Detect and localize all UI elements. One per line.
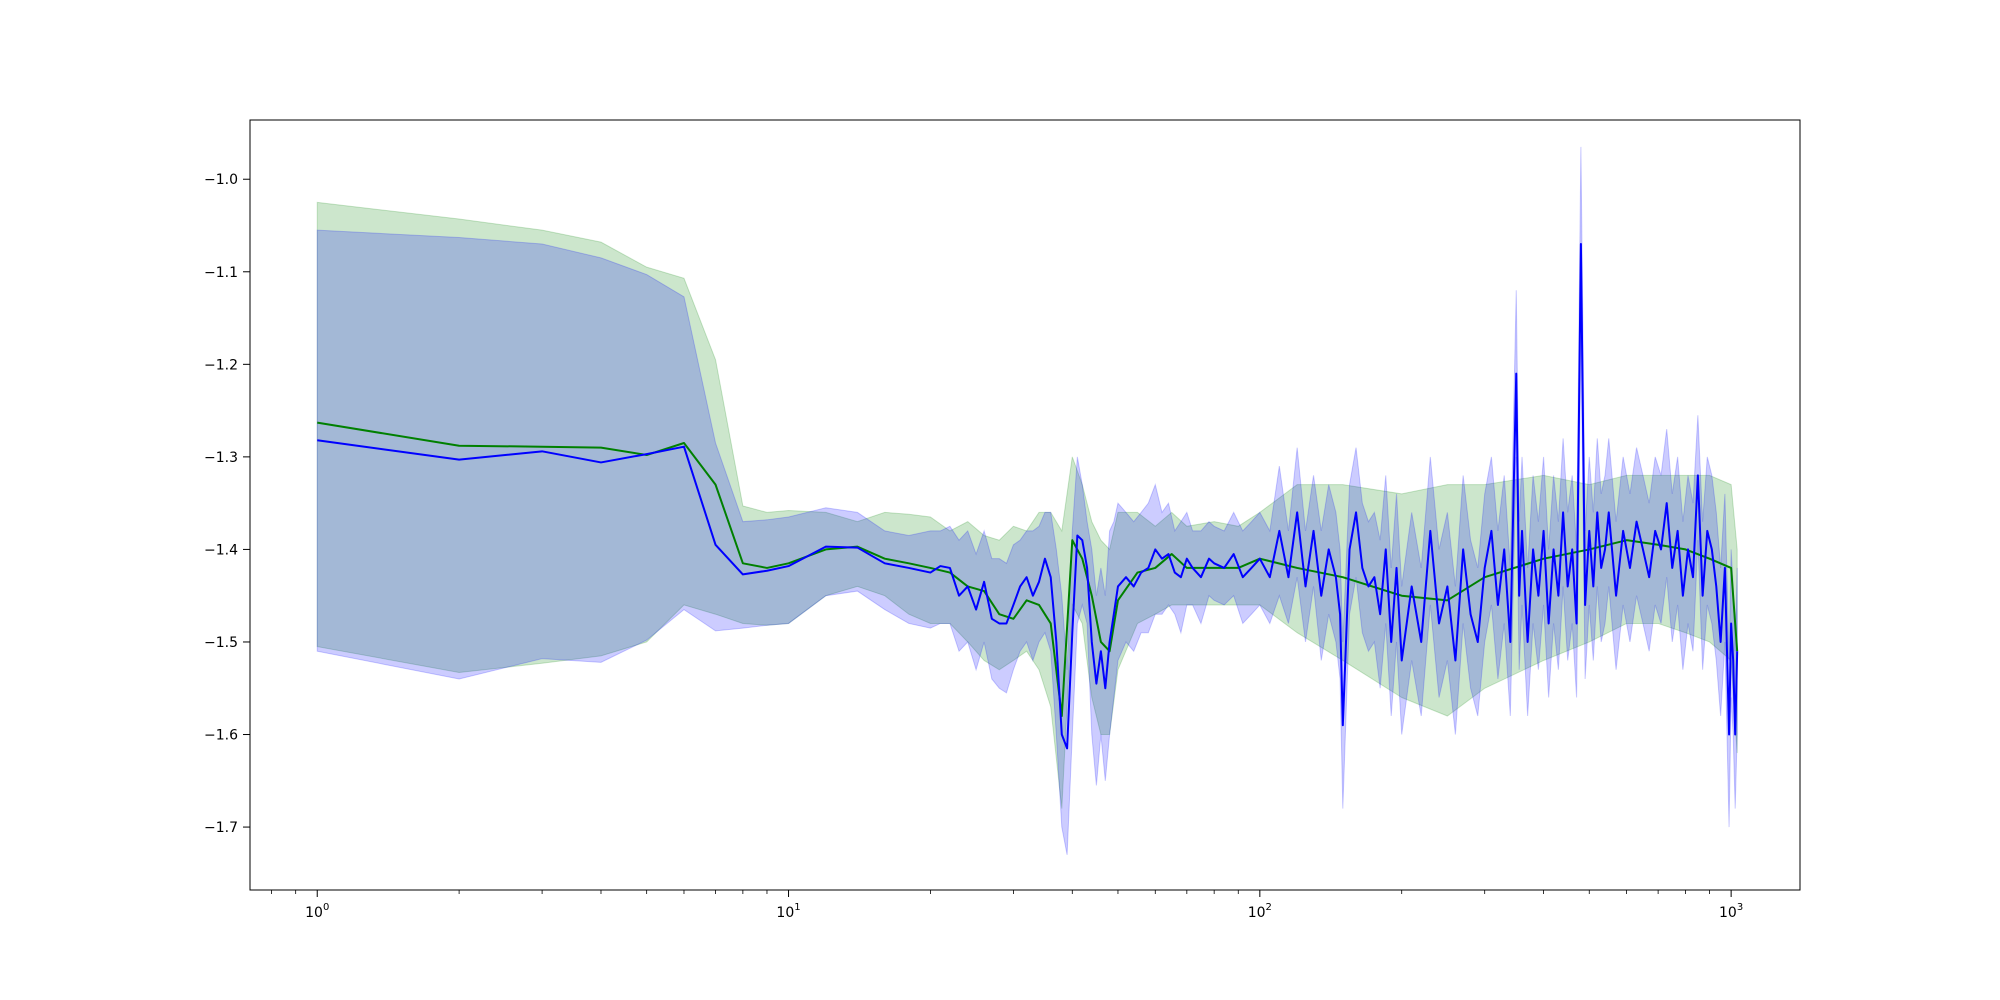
x-tick-label: 100: [305, 902, 329, 921]
y-tick-label: −1.4: [204, 542, 238, 558]
x-axis: 100 101 102 103: [271, 890, 1743, 921]
plot-area-frame: [249, 119, 1801, 891]
y-tick-label: −1.2: [204, 357, 238, 373]
y-tick-label: −1.1: [204, 265, 238, 281]
blue-series-line: [317, 243, 1739, 750]
y-tick-label: −1.6: [204, 728, 238, 744]
y-tick-label: −1.7: [204, 820, 238, 836]
x-tick-label: 102: [1248, 902, 1272, 921]
series-lines: [317, 243, 1739, 750]
y-tick-label: −1.3: [204, 450, 238, 466]
blue-series-band: [316, 146, 1738, 855]
green-series-band: [316, 201, 1738, 809]
y-axis: −1.0 −1.1 −1.2 −1.3 −1.4 −1.5 −1.6 −1.7: [204, 172, 250, 836]
x-tick-label: 103: [1719, 902, 1743, 921]
confidence-bands: [316, 146, 1738, 855]
y-tick-label: −1.0: [204, 172, 238, 188]
x-tick-label: 101: [776, 902, 800, 921]
y-tick-label: −1.5: [204, 635, 238, 651]
